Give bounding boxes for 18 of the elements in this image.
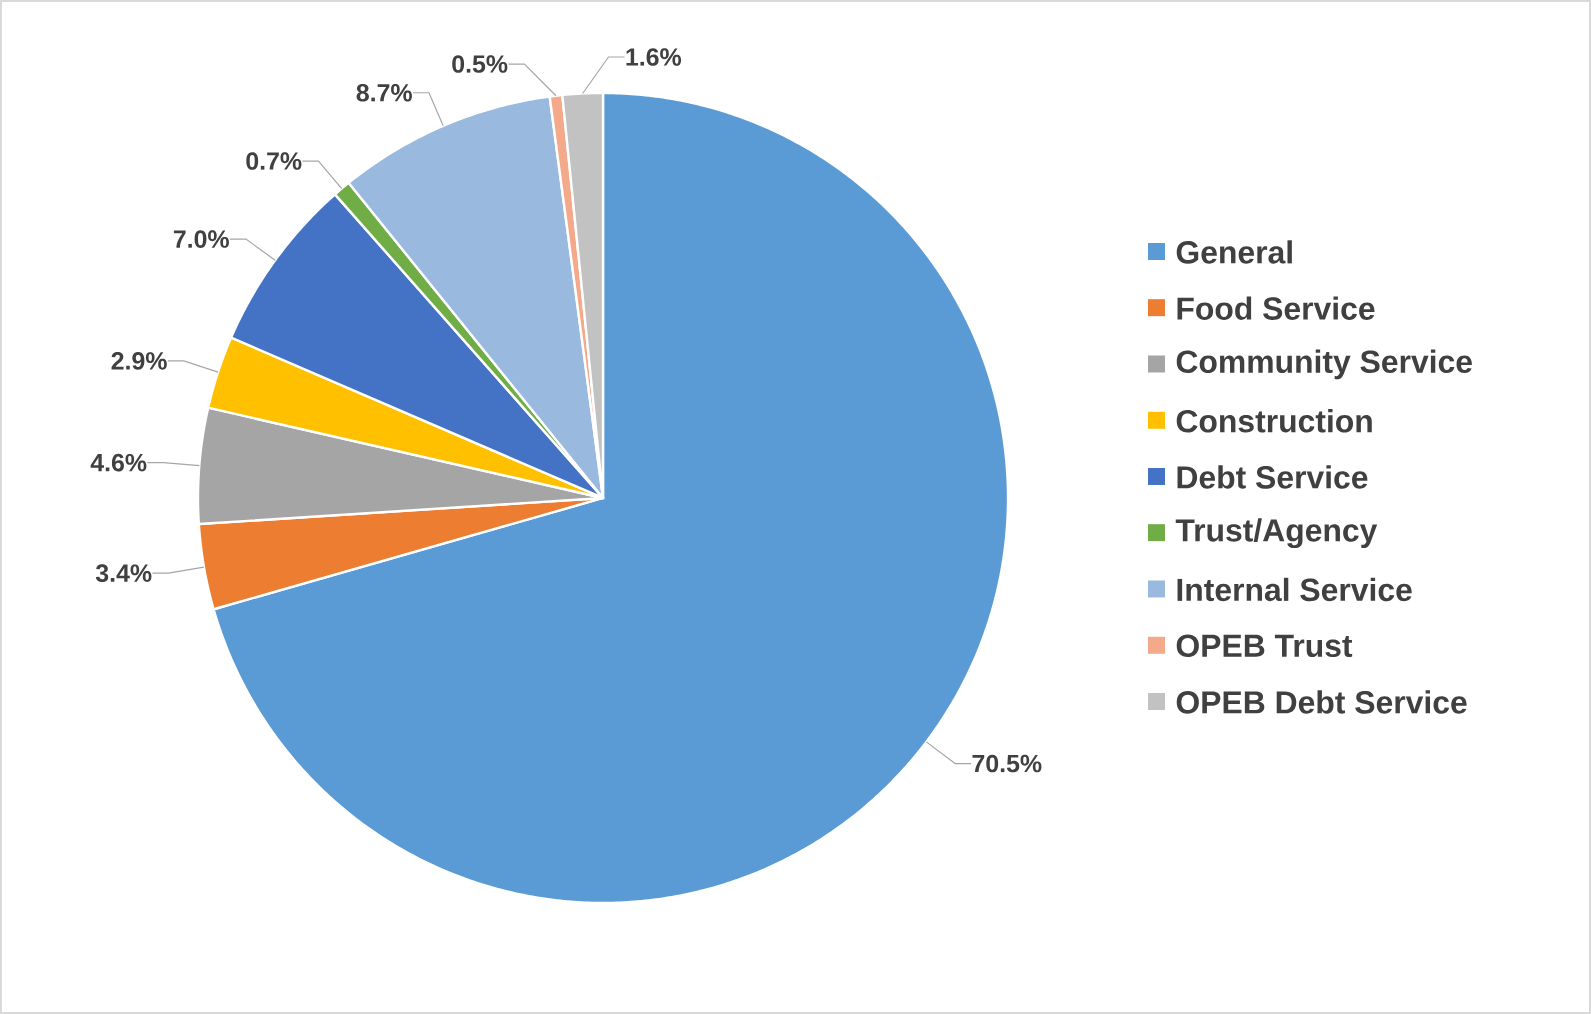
data-label: 0.5%: [452, 55, 508, 73]
data-label: 0.7%: [246, 152, 302, 170]
data-label: 7.0%: [173, 230, 229, 248]
data-label: 2.9%: [111, 352, 167, 370]
legend-label: OPEB Trust: [1176, 634, 1353, 658]
legend-label: Trust/Agency: [1175, 518, 1378, 549]
legend-label: Construction: [1176, 409, 1372, 433]
legend-label: Community Service: [1176, 349, 1472, 380]
data-label: 1.6%: [626, 48, 682, 66]
data-label: 70.5%: [972, 754, 1042, 773]
data-label: 3.4%: [95, 564, 152, 583]
legend-label: Internal Service: [1177, 577, 1412, 602]
legend-label: OPEB Debt Service: [1176, 690, 1467, 714]
data-label: 4.6%: [90, 453, 147, 472]
legend-label: Food Service: [1177, 296, 1375, 320]
legend-label: Debt Service: [1177, 465, 1368, 489]
legend-label: General: [1176, 240, 1292, 264]
data-label: 8.7%: [356, 83, 412, 102]
